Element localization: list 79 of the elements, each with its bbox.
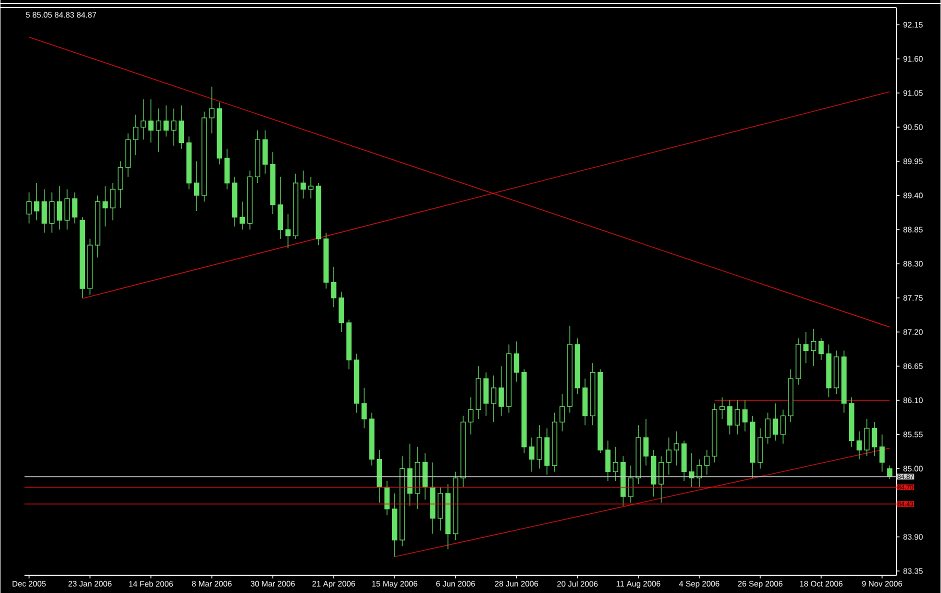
candlestick bbox=[498, 366, 504, 416]
candlestick bbox=[186, 136, 192, 190]
candlestick bbox=[118, 160, 124, 208]
candlestick bbox=[26, 192, 32, 224]
candlestick bbox=[742, 400, 748, 432]
candlestick bbox=[536, 424, 542, 469]
candlestick bbox=[262, 130, 268, 174]
candlestick bbox=[49, 192, 55, 233]
candlestick bbox=[452, 471, 458, 540]
candlestick bbox=[704, 449, 710, 475]
candlestick bbox=[125, 132, 131, 178]
candlestick bbox=[64, 188, 70, 230]
candlestick bbox=[140, 98, 146, 140]
candlestick bbox=[254, 130, 260, 184]
candlestick bbox=[560, 394, 565, 432]
candlestick bbox=[422, 452, 428, 500]
candlestick bbox=[354, 353, 360, 413]
candlestick bbox=[194, 160, 200, 212]
candlestick bbox=[209, 86, 214, 134]
candlestick bbox=[468, 396, 474, 435]
candlestick bbox=[544, 428, 550, 475]
candlestick bbox=[605, 440, 611, 482]
candlestick bbox=[772, 402, 778, 441]
candlestick bbox=[491, 374, 496, 422]
candlestick bbox=[148, 98, 154, 143]
candlestick bbox=[826, 344, 832, 398]
candlestick bbox=[346, 319, 352, 370]
candlestick bbox=[574, 338, 580, 394]
candlestick bbox=[552, 412, 558, 472]
candlestick bbox=[689, 452, 694, 488]
candlestick bbox=[316, 182, 322, 246]
candlestick bbox=[308, 176, 314, 199]
candlestick bbox=[156, 108, 162, 152]
candlestick bbox=[247, 170, 253, 230]
candlestick bbox=[224, 148, 230, 190]
candlestick bbox=[674, 430, 680, 466]
candlestick bbox=[430, 462, 436, 534]
candlestick bbox=[362, 387, 367, 428]
candlestick bbox=[87, 238, 93, 295]
candlestick bbox=[810, 328, 816, 366]
candlestick bbox=[841, 350, 847, 413]
candlestick bbox=[529, 437, 534, 472]
candlestick bbox=[666, 437, 672, 475]
candlestick bbox=[331, 266, 336, 308]
candlestick bbox=[514, 340, 520, 382]
candlestick bbox=[285, 214, 291, 248]
candlestick bbox=[612, 446, 618, 482]
candlestick bbox=[856, 430, 862, 460]
candlestick bbox=[102, 186, 108, 227]
candlestick bbox=[133, 114, 138, 156]
candlestick bbox=[94, 194, 100, 258]
candlestick bbox=[780, 409, 786, 444]
candlestick bbox=[803, 332, 809, 364]
candlestick bbox=[650, 449, 656, 497]
candlestick bbox=[734, 400, 740, 435]
candlestick bbox=[323, 232, 329, 289]
candlestick bbox=[476, 366, 482, 420]
candlestick bbox=[270, 151, 276, 214]
candlestick bbox=[392, 492, 398, 557]
candlestick bbox=[872, 422, 878, 456]
candlestick bbox=[643, 418, 649, 466]
candlestick bbox=[407, 443, 413, 506]
candlestick bbox=[712, 402, 718, 463]
candlestick bbox=[879, 434, 885, 472]
candlestick bbox=[34, 182, 40, 220]
candlestick bbox=[720, 396, 725, 420]
candlestick bbox=[582, 378, 588, 426]
candlestick bbox=[278, 176, 284, 240]
candlestick bbox=[681, 440, 687, 482]
candlestick bbox=[216, 102, 222, 165]
candlestick bbox=[376, 449, 382, 503]
candlestick bbox=[300, 170, 306, 199]
candlestick bbox=[56, 186, 62, 230]
candlestick bbox=[171, 108, 176, 146]
candlestick bbox=[445, 484, 451, 550]
candlestick bbox=[414, 446, 420, 510]
candlestick bbox=[590, 362, 596, 426]
candlestick bbox=[483, 372, 489, 416]
candlestick bbox=[42, 188, 47, 233]
